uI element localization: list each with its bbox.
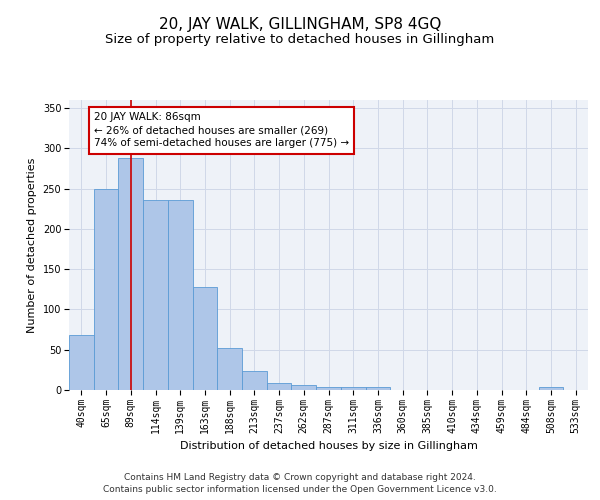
Bar [316, 387, 341, 390]
Bar [193, 287, 217, 390]
Bar [94, 188, 118, 390]
Bar [168, 200, 193, 390]
Bar [69, 335, 94, 390]
Text: Contains public sector information licensed under the Open Government Licence v3: Contains public sector information licen… [103, 485, 497, 494]
Bar [365, 387, 390, 390]
Text: 20 JAY WALK: 86sqm
← 26% of detached houses are smaller (269)
74% of semi-detach: 20 JAY WALK: 86sqm ← 26% of detached hou… [94, 112, 349, 148]
Y-axis label: Number of detached properties: Number of detached properties [27, 158, 37, 332]
Bar [292, 385, 316, 390]
Bar [267, 383, 292, 390]
Text: Contains HM Land Registry data © Crown copyright and database right 2024.: Contains HM Land Registry data © Crown c… [124, 472, 476, 482]
Text: 20, JAY WALK, GILLINGHAM, SP8 4GQ: 20, JAY WALK, GILLINGHAM, SP8 4GQ [159, 18, 441, 32]
Bar [242, 370, 267, 390]
Bar [143, 200, 168, 390]
Text: Size of property relative to detached houses in Gillingham: Size of property relative to detached ho… [106, 32, 494, 46]
Bar [539, 387, 563, 390]
Bar [341, 387, 365, 390]
Bar [217, 348, 242, 390]
Bar [118, 158, 143, 390]
X-axis label: Distribution of detached houses by size in Gillingham: Distribution of detached houses by size … [179, 441, 478, 451]
